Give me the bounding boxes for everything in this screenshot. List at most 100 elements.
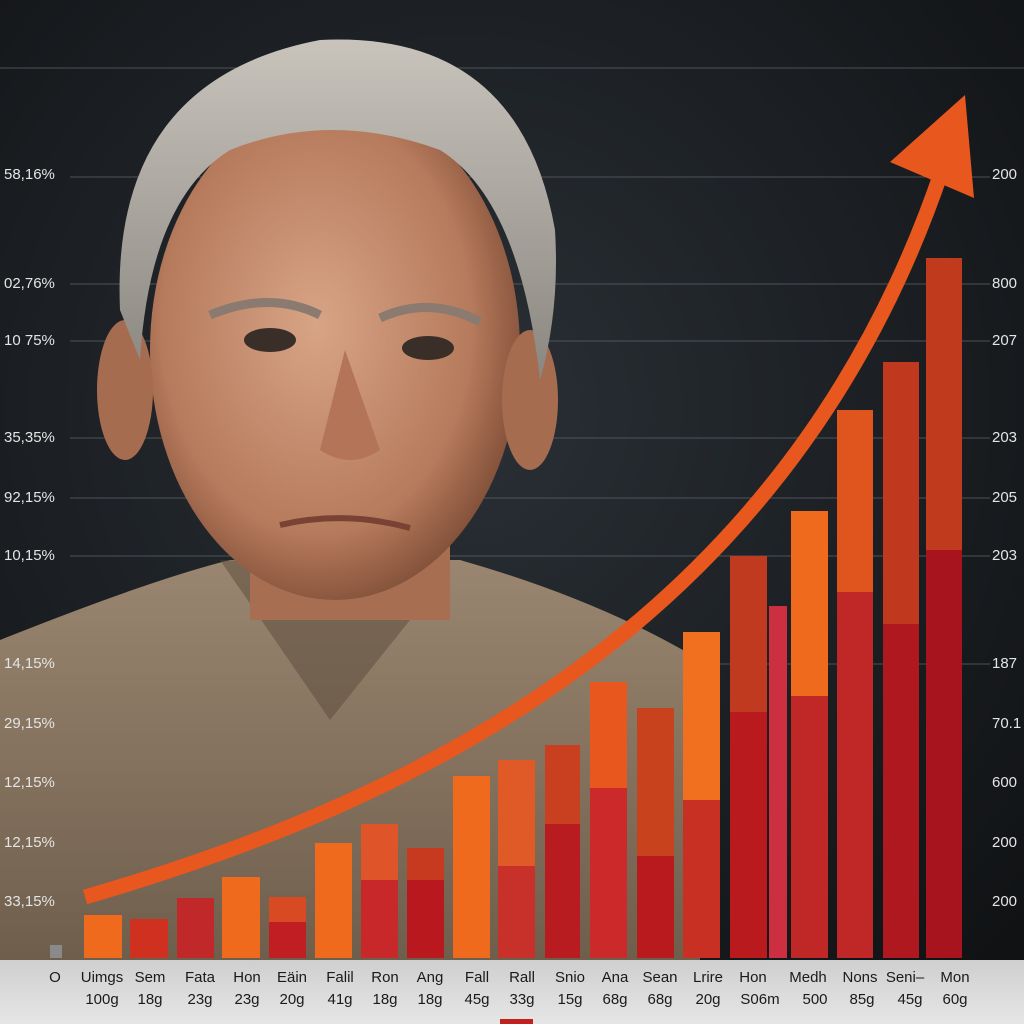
category-label: Fata xyxy=(185,969,216,986)
left-axis-label: 02,76% xyxy=(4,275,55,292)
bar xyxy=(315,843,352,958)
category-sublabel: 23g xyxy=(234,991,259,1008)
bar-top xyxy=(837,410,873,592)
bar xyxy=(50,945,62,958)
bar-bottom xyxy=(926,550,962,958)
bar-bottom xyxy=(590,788,627,958)
right-axis-label: 207 xyxy=(992,332,1017,349)
left-axis-label: 33,15% xyxy=(4,893,55,910)
bar-top xyxy=(590,682,627,788)
left-axis-label: 10 75% xyxy=(4,332,55,349)
bar-top xyxy=(683,632,720,800)
left-axis-label: 58,16% xyxy=(4,166,55,183)
bar-top xyxy=(926,258,962,550)
bar xyxy=(769,606,787,958)
category-label: Seni– xyxy=(886,969,925,986)
category-sublabel: 20g xyxy=(279,991,304,1008)
category-label: Ang xyxy=(417,969,444,986)
right-axis-label: 200 xyxy=(992,893,1017,910)
category-label: Sem xyxy=(135,969,166,986)
bar-top xyxy=(545,745,580,824)
category-label: Hon xyxy=(739,969,767,986)
category-sublabel: S06m xyxy=(740,991,779,1008)
bar xyxy=(453,776,490,958)
category-sublabel: 18g xyxy=(137,991,162,1008)
right-axis-label: 600 xyxy=(992,774,1017,791)
bar xyxy=(177,898,214,958)
bar-top xyxy=(361,824,398,880)
category-label: Ron xyxy=(371,969,399,986)
left-axis-label: 92,15% xyxy=(4,489,55,506)
bar-top xyxy=(407,848,444,880)
bar-bottom xyxy=(361,880,398,958)
category-sublabel: 85g xyxy=(849,991,874,1008)
category-sublabel: 500 xyxy=(802,991,827,1008)
right-axis-label: 187 xyxy=(992,655,1017,672)
right-axis-label: 200 xyxy=(992,166,1017,183)
category-sublabel: 15g xyxy=(557,991,582,1008)
bar-bottom xyxy=(407,880,444,958)
left-axis-label: 35,35% xyxy=(4,429,55,446)
marker xyxy=(500,1019,533,1024)
right-axis-label: 205 xyxy=(992,489,1017,506)
category-label: Hon xyxy=(233,969,261,986)
category-label: Medh xyxy=(789,969,827,986)
category-label: Sean xyxy=(642,969,677,986)
right-axis-label: 203 xyxy=(992,547,1017,564)
bar-bottom xyxy=(269,922,306,958)
category-sublabel: 68g xyxy=(602,991,627,1008)
bar-bottom xyxy=(730,712,767,958)
category-sublabel: 18g xyxy=(417,991,442,1008)
bars xyxy=(50,258,962,958)
right-axis-label: 800 xyxy=(992,275,1017,292)
bar xyxy=(130,919,168,958)
bar-top xyxy=(791,511,828,696)
right-axis-label: 203 xyxy=(992,429,1017,446)
category-label: Uimgs xyxy=(81,969,124,986)
bar-bottom xyxy=(791,696,828,958)
trend-arrow xyxy=(82,167,950,905)
category-label: Mon xyxy=(940,969,969,986)
category-label: Rall xyxy=(509,969,535,986)
category-sublabel: 23g xyxy=(187,991,212,1008)
right-axis-label: 200 xyxy=(992,834,1017,851)
category-sublabel: 100g xyxy=(85,991,118,1008)
left-axis-label: 29,15% xyxy=(4,715,55,732)
category-label: Lrire xyxy=(693,969,723,986)
left-axis-label: 14,15% xyxy=(4,655,55,672)
bar-bottom xyxy=(545,824,580,958)
category-label: Fall xyxy=(465,969,489,986)
bar-top xyxy=(269,897,306,922)
bar xyxy=(84,915,122,958)
category-sublabel: 33g xyxy=(509,991,534,1008)
category-sublabel: 60g xyxy=(942,991,967,1008)
bar-bottom xyxy=(498,866,535,958)
category-label: O xyxy=(49,969,61,986)
category-sublabel: 20g xyxy=(695,991,720,1008)
bar-bottom xyxy=(683,800,720,958)
category-label: Ana xyxy=(602,969,629,986)
category-label: Falil xyxy=(326,969,354,986)
left-axis-label: 12,15% xyxy=(4,834,55,851)
bar-top xyxy=(498,760,535,866)
category-label: Nons xyxy=(842,969,877,986)
category-sublabel: 45g xyxy=(464,991,489,1008)
left-axis-label: 10,15% xyxy=(4,547,55,564)
bar-bottom xyxy=(837,592,873,958)
left-axis-label: 12,15% xyxy=(4,774,55,791)
bar-top xyxy=(730,556,767,712)
category-sublabel: 68g xyxy=(647,991,672,1008)
category-sublabel: 18g xyxy=(372,991,397,1008)
bar-bottom xyxy=(883,624,919,958)
bar-top xyxy=(637,708,674,856)
category-label: Snio xyxy=(555,969,585,986)
arrow-head xyxy=(890,95,974,198)
category-label: Eäin xyxy=(277,969,307,986)
bar xyxy=(222,877,260,958)
right-axis-label: 70.1 xyxy=(992,715,1021,732)
bar-bottom xyxy=(637,856,674,958)
label-strip xyxy=(0,960,1024,1024)
bar-top xyxy=(883,362,919,624)
